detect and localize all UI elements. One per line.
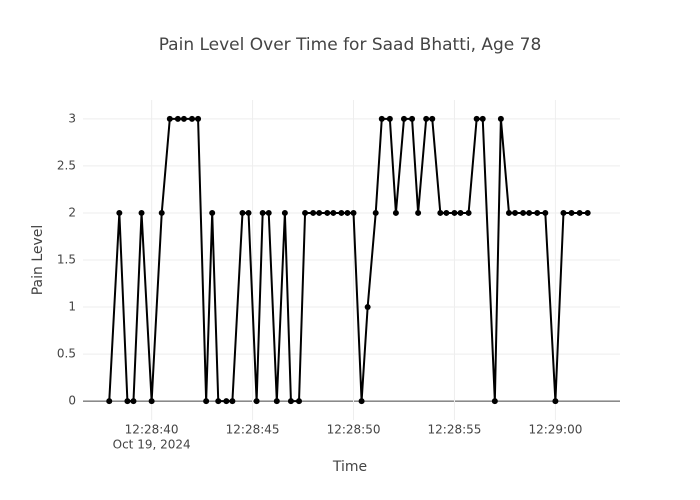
- point: [138, 209, 145, 216]
- point: [409, 115, 416, 122]
- point: [174, 115, 181, 122]
- point: [316, 209, 323, 216]
- point: [259, 209, 266, 216]
- y-tick-label: 0.5: [57, 347, 76, 361]
- point: [281, 209, 288, 216]
- point: [437, 209, 444, 216]
- y-tick-label: 1.5: [57, 253, 76, 267]
- point: [209, 209, 216, 216]
- x-axis-title: Time: [332, 459, 367, 475]
- point: [324, 209, 331, 216]
- point: [229, 398, 236, 405]
- point: [310, 209, 317, 216]
- point: [429, 115, 436, 122]
- point: [576, 209, 583, 216]
- point: [253, 398, 260, 405]
- y-axis-title: Pain Level: [30, 225, 46, 296]
- point: [378, 115, 385, 122]
- point: [116, 209, 123, 216]
- point: [215, 398, 222, 405]
- point: [534, 209, 541, 216]
- point: [338, 209, 345, 216]
- point: [497, 115, 504, 122]
- point: [584, 209, 591, 216]
- point: [473, 115, 480, 122]
- point: [526, 209, 533, 216]
- point: [302, 209, 309, 216]
- point: [560, 209, 567, 216]
- point: [358, 398, 365, 405]
- point: [512, 209, 519, 216]
- x-tick-label: 12:28:55: [428, 423, 482, 437]
- point: [451, 209, 458, 216]
- point: [158, 209, 165, 216]
- point: [148, 398, 155, 405]
- x-tick-label: 12:29:00: [528, 423, 582, 437]
- point: [443, 209, 450, 216]
- point: [350, 209, 357, 216]
- point: [106, 398, 113, 405]
- point: [296, 398, 303, 405]
- point: [491, 398, 498, 405]
- point: [189, 115, 196, 122]
- chart-title: Pain Level Over Time for Saad Bhatti, Ag…: [159, 35, 542, 55]
- point: [180, 115, 187, 122]
- point: [273, 398, 280, 405]
- point: [287, 398, 294, 405]
- point: [457, 209, 464, 216]
- point: [223, 398, 230, 405]
- point: [344, 209, 351, 216]
- point: [465, 209, 472, 216]
- point: [239, 209, 246, 216]
- y-tick-label: 1: [68, 300, 76, 314]
- point: [265, 209, 272, 216]
- point: [505, 209, 512, 216]
- y-tick-label: 2: [68, 205, 76, 219]
- x-tick-label: 12:28:40: [125, 423, 179, 437]
- point: [330, 209, 337, 216]
- x-tick-label: 12:28:50: [327, 423, 381, 437]
- point: [124, 398, 131, 405]
- y-tick-label: 3: [68, 111, 76, 125]
- x-tick-label: 12:28:45: [226, 423, 280, 437]
- y-tick-label: 0: [68, 394, 76, 408]
- point: [364, 304, 371, 311]
- point: [542, 209, 549, 216]
- point: [415, 209, 422, 216]
- y-tick-label: 2.5: [57, 158, 76, 172]
- x-tick-date: Oct 19, 2024: [113, 438, 191, 452]
- point: [400, 115, 407, 122]
- point: [423, 115, 430, 122]
- point: [520, 209, 527, 216]
- point: [203, 398, 210, 405]
- point: [386, 115, 393, 122]
- point: [479, 115, 486, 122]
- point: [372, 209, 379, 216]
- point: [552, 398, 559, 405]
- point: [245, 209, 252, 216]
- point: [130, 398, 137, 405]
- point: [392, 209, 399, 216]
- point: [166, 115, 173, 122]
- point: [568, 209, 575, 216]
- point: [195, 115, 202, 122]
